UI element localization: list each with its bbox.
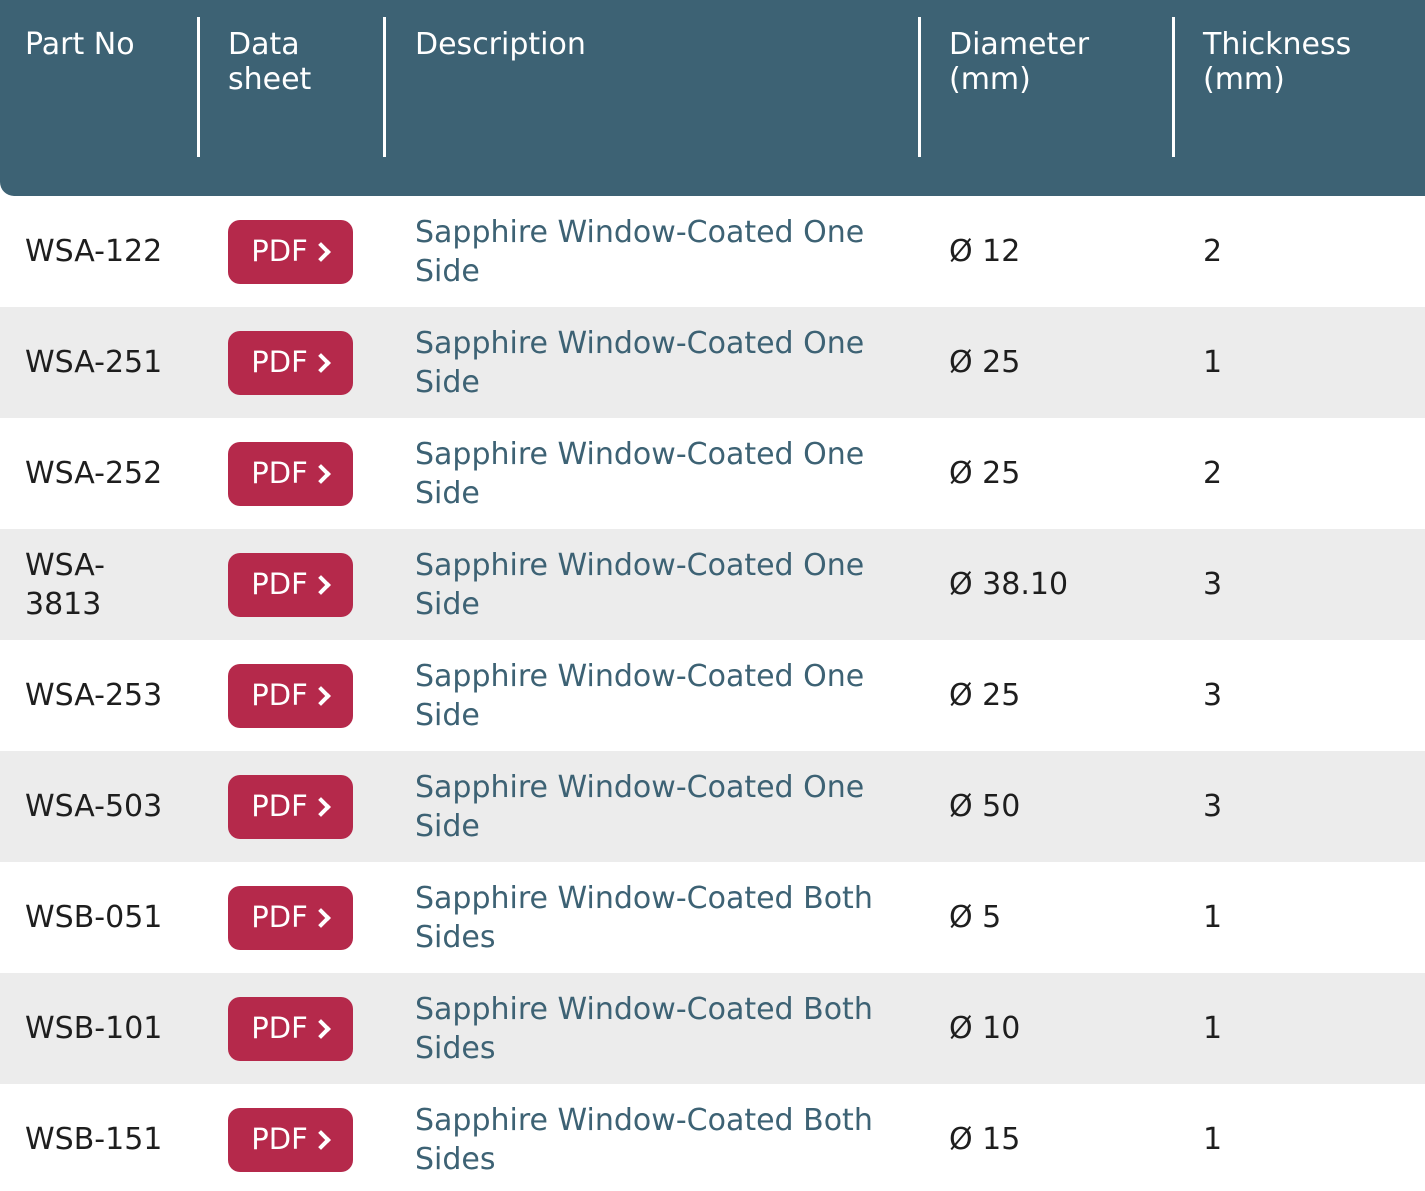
description: Sapphire Window-Coated Both Sides xyxy=(415,1102,873,1177)
part-number: WSA-122 xyxy=(25,234,163,269)
thickness: 3 xyxy=(1203,789,1223,824)
thickness: 1 xyxy=(1203,1011,1223,1046)
thickness: 3 xyxy=(1203,678,1223,713)
pdf-button-label: PDF xyxy=(251,234,308,268)
thickness: 1 xyxy=(1203,1122,1223,1157)
part-number: WSB-051 xyxy=(25,900,163,935)
column-divider xyxy=(1172,17,1175,157)
diameter: Ø 25 xyxy=(949,345,1021,380)
table-row: WSA-252 PDF Sapphire Window-Coated One S… xyxy=(0,418,1425,529)
pdf-button[interactable]: PDF xyxy=(228,219,353,284)
pdf-button[interactable]: PDF xyxy=(228,441,353,506)
thickness: 2 xyxy=(1203,234,1223,269)
pdf-button-label: PDF xyxy=(251,1122,308,1156)
diameter: Ø 25 xyxy=(949,678,1021,713)
description: Sapphire Window-Coated One Side xyxy=(415,547,865,622)
description: Sapphire Window-Coated Both Sides xyxy=(415,880,873,955)
chevron-right-icon xyxy=(310,1130,331,1150)
diameter: Ø 50 xyxy=(949,789,1021,824)
table-row: WSB-051 PDF Sapphire Window-Coated Both … xyxy=(0,862,1425,973)
header-part-no: Part No xyxy=(25,27,135,62)
description: Sapphire Window-Coated One Side xyxy=(415,214,865,289)
chevron-right-icon xyxy=(310,686,331,706)
table-row: WSB-101 PDF Sapphire Window-Coated Both … xyxy=(0,973,1425,1084)
table-header: Part No Data sheet Description Diameter … xyxy=(0,0,1425,196)
data-sheet-cell: PDF xyxy=(228,196,353,307)
diameter: Ø 25 xyxy=(949,456,1021,491)
pdf-button[interactable]: PDF xyxy=(228,996,353,1061)
table-row: WSA-503 PDF Sapphire Window-Coated One S… xyxy=(0,751,1425,862)
thickness: 1 xyxy=(1203,900,1223,935)
part-number: WSA-503 xyxy=(25,789,163,824)
thickness: 2 xyxy=(1203,456,1223,491)
part-number: WSA-252 xyxy=(25,456,163,491)
table-row: WSA-253 PDF Sapphire Window-Coated One S… xyxy=(0,640,1425,751)
chevron-right-icon xyxy=(310,353,331,373)
header-data-sheet: Data sheet xyxy=(228,27,312,97)
diameter: Ø 5 xyxy=(949,900,1002,935)
pdf-button-label: PDF xyxy=(251,900,308,934)
description: Sapphire Window-Coated Both Sides xyxy=(415,991,873,1066)
pdf-button-label: PDF xyxy=(251,456,308,490)
data-sheet-cell: PDF xyxy=(228,973,353,1084)
table-row: WSA-3813 PDF Sapphire Window-Coated One … xyxy=(0,529,1425,640)
thickness: 1 xyxy=(1203,345,1223,380)
pdf-button[interactable]: PDF xyxy=(228,885,353,950)
column-divider xyxy=(197,17,200,157)
diameter: Ø 10 xyxy=(949,1011,1021,1046)
part-number: WSB-151 xyxy=(25,1122,163,1157)
header-description: Description xyxy=(415,27,586,62)
chevron-right-icon xyxy=(310,242,331,262)
chevron-right-icon xyxy=(310,575,331,595)
table-body: WSA-122 PDF Sapphire Window-Coated One S… xyxy=(0,196,1425,1191)
pdf-button-label: PDF xyxy=(251,789,308,823)
column-divider xyxy=(383,17,386,157)
diameter: Ø 38.10 xyxy=(949,567,1069,602)
header-diameter: Diameter (mm) xyxy=(949,27,1090,97)
pdf-button-label: PDF xyxy=(251,1011,308,1045)
column-divider xyxy=(918,17,921,157)
pdf-button-label: PDF xyxy=(251,567,308,601)
part-number: WSB-101 xyxy=(25,1011,163,1046)
data-sheet-cell: PDF xyxy=(228,862,353,973)
description: Sapphire Window-Coated One Side xyxy=(415,658,865,733)
table-row: WSA-122 PDF Sapphire Window-Coated One S… xyxy=(0,196,1425,307)
data-sheet-cell: PDF xyxy=(228,640,353,751)
part-number: WSA-253 xyxy=(25,678,163,713)
pdf-button[interactable]: PDF xyxy=(228,1107,353,1172)
pdf-button[interactable]: PDF xyxy=(228,774,353,839)
data-sheet-cell: PDF xyxy=(228,529,353,640)
data-sheet-cell: PDF xyxy=(228,418,353,529)
pdf-button-label: PDF xyxy=(251,678,308,712)
thickness: 3 xyxy=(1203,567,1223,602)
diameter: Ø 15 xyxy=(949,1122,1021,1157)
chevron-right-icon xyxy=(310,908,331,928)
description: Sapphire Window-Coated One Side xyxy=(415,325,865,400)
data-sheet-cell: PDF xyxy=(228,307,353,418)
description: Sapphire Window-Coated One Side xyxy=(415,769,865,844)
header-thickness: Thickness (mm) xyxy=(1203,27,1352,97)
pdf-button[interactable]: PDF xyxy=(228,330,353,395)
chevron-right-icon xyxy=(310,1019,331,1039)
data-sheet-cell: PDF xyxy=(228,751,353,862)
table-row: WSA-251 PDF Sapphire Window-Coated One S… xyxy=(0,307,1425,418)
chevron-right-icon xyxy=(310,797,331,817)
part-number: WSA-251 xyxy=(25,345,163,380)
pdf-button[interactable]: PDF xyxy=(228,552,353,617)
data-sheet-cell: PDF xyxy=(228,1084,353,1191)
pdf-button[interactable]: PDF xyxy=(228,663,353,728)
diameter: Ø 12 xyxy=(949,234,1021,269)
table-row: WSB-151 PDF Sapphire Window-Coated Both … xyxy=(0,1084,1425,1191)
chevron-right-icon xyxy=(310,464,331,484)
part-number: WSA-3813 xyxy=(25,547,105,622)
pdf-button-label: PDF xyxy=(251,345,308,379)
description: Sapphire Window-Coated One Side xyxy=(415,436,865,511)
